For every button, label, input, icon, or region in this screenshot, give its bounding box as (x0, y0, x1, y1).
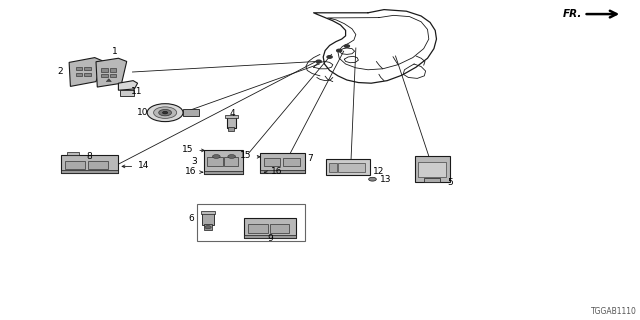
Circle shape (147, 104, 183, 122)
Bar (101, 74, 108, 77)
Text: 8: 8 (87, 152, 92, 161)
Circle shape (159, 109, 172, 116)
Circle shape (369, 177, 376, 181)
Bar (329, 163, 337, 172)
Bar (424, 178, 440, 182)
Text: TGGAB1110: TGGAB1110 (591, 307, 637, 316)
Text: 15: 15 (240, 151, 252, 160)
Text: 13: 13 (380, 175, 392, 184)
Bar (415, 156, 450, 182)
Bar (326, 159, 370, 175)
Bar (61, 170, 118, 173)
Bar (418, 162, 446, 177)
Bar (197, 204, 305, 241)
Text: 15: 15 (182, 145, 194, 154)
Bar (76, 67, 82, 70)
Circle shape (205, 226, 211, 229)
Bar (110, 68, 116, 72)
Text: 2: 2 (57, 68, 63, 76)
Bar (201, 211, 215, 214)
Circle shape (344, 45, 349, 47)
Bar (183, 109, 199, 116)
Polygon shape (96, 58, 127, 87)
Bar (207, 157, 223, 166)
Bar (224, 157, 238, 166)
Bar (88, 161, 108, 169)
Bar (248, 224, 268, 233)
Bar (260, 153, 305, 173)
Bar (244, 235, 296, 238)
Circle shape (316, 60, 321, 63)
Bar (244, 218, 296, 238)
Bar (61, 155, 118, 173)
Circle shape (154, 107, 177, 118)
Bar (84, 73, 91, 76)
Text: 14: 14 (138, 161, 149, 170)
Circle shape (163, 111, 168, 114)
Bar (225, 115, 238, 118)
Text: 9: 9 (268, 234, 273, 243)
Text: 7: 7 (307, 154, 313, 163)
Bar (338, 163, 365, 172)
Text: 3: 3 (191, 157, 197, 166)
Bar (283, 158, 300, 166)
Circle shape (337, 49, 342, 52)
Bar (120, 90, 134, 96)
Bar (227, 116, 236, 128)
Bar (260, 170, 305, 173)
Text: 1: 1 (113, 47, 118, 56)
Circle shape (327, 56, 332, 58)
Polygon shape (118, 81, 138, 90)
Bar (101, 68, 108, 72)
Text: 12: 12 (372, 167, 384, 176)
Bar (270, 224, 289, 233)
Text: FR.: FR. (563, 9, 582, 19)
Circle shape (212, 155, 220, 158)
Text: 6: 6 (189, 214, 195, 223)
Bar (84, 67, 91, 70)
Bar (204, 171, 243, 174)
Bar (65, 161, 85, 169)
Polygon shape (69, 58, 102, 86)
Text: 10: 10 (137, 108, 148, 117)
Text: 11: 11 (131, 87, 142, 96)
Circle shape (228, 155, 236, 158)
Polygon shape (426, 170, 438, 175)
Bar (202, 212, 214, 225)
Text: 5: 5 (448, 178, 453, 187)
Bar (264, 158, 280, 166)
Bar (67, 152, 79, 155)
Bar (228, 127, 234, 131)
Text: 16: 16 (185, 167, 196, 176)
Bar (110, 74, 116, 77)
Bar (204, 224, 212, 230)
Bar (76, 73, 82, 76)
Polygon shape (106, 79, 111, 82)
Text: 16: 16 (271, 167, 283, 176)
Text: 4: 4 (230, 109, 235, 118)
Bar (204, 150, 243, 174)
